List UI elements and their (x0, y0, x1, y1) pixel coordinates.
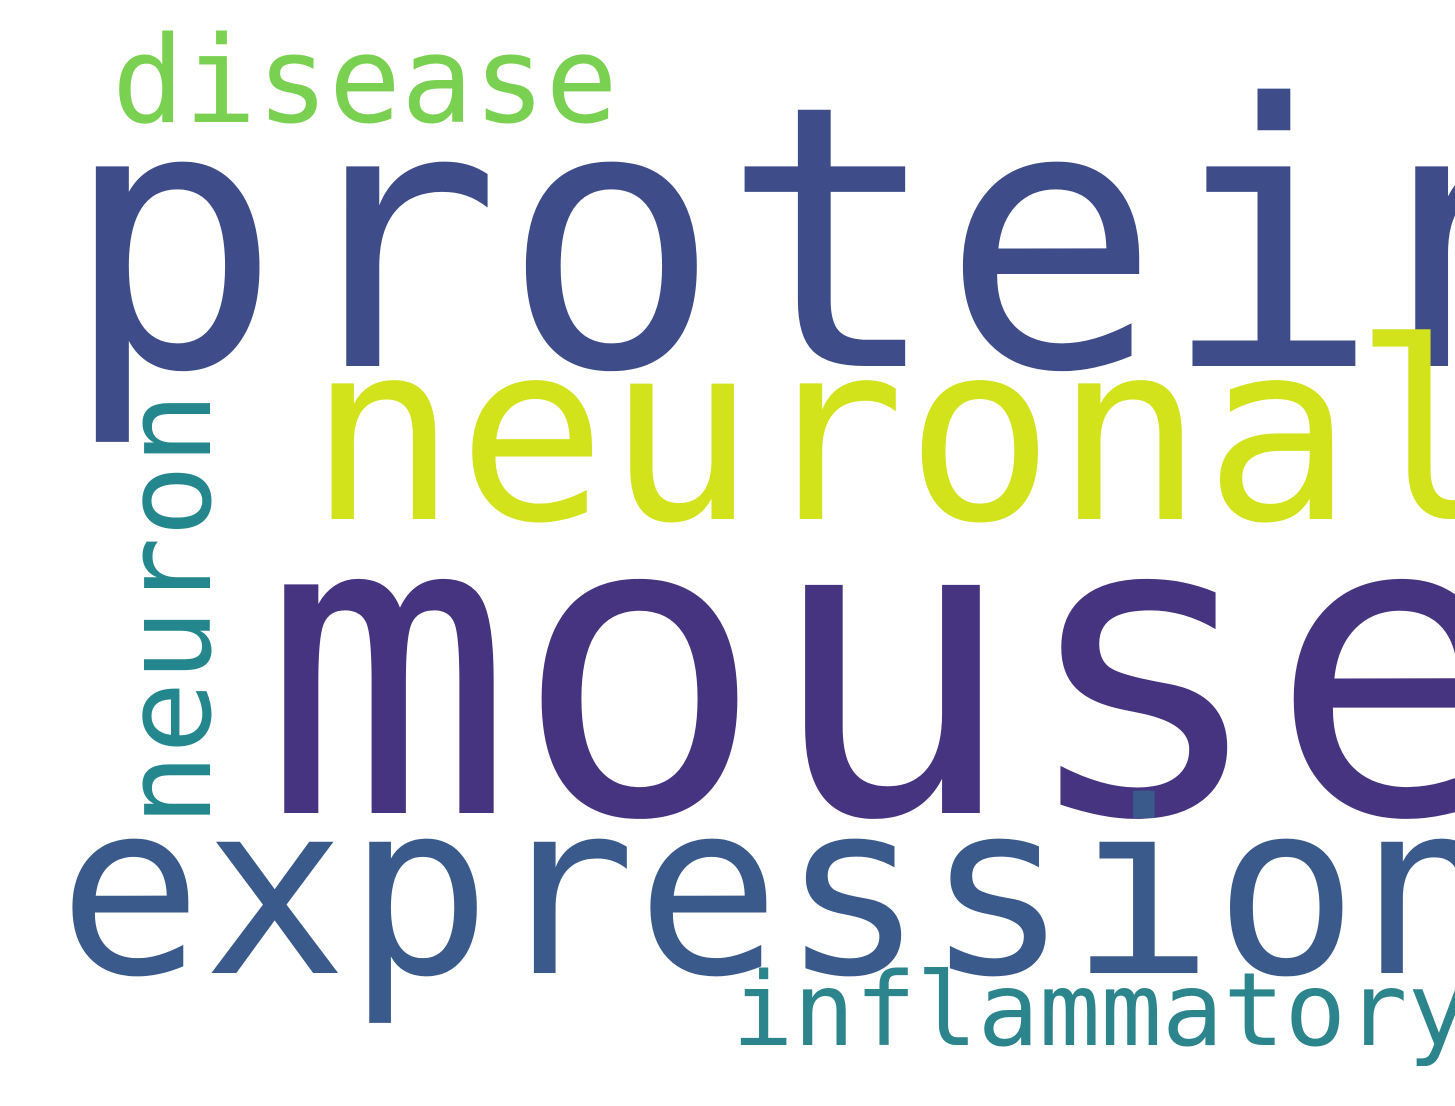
word-protein: protein (62, 28, 1455, 453)
word-neuronal: neuronal (308, 290, 1455, 578)
word-inflammatory: inflammatory (732, 951, 1455, 1070)
word-mouse: mouse (262, 425, 1455, 912)
word-expression: expression (58, 750, 1455, 1030)
word-disease: disease (112, 12, 618, 151)
